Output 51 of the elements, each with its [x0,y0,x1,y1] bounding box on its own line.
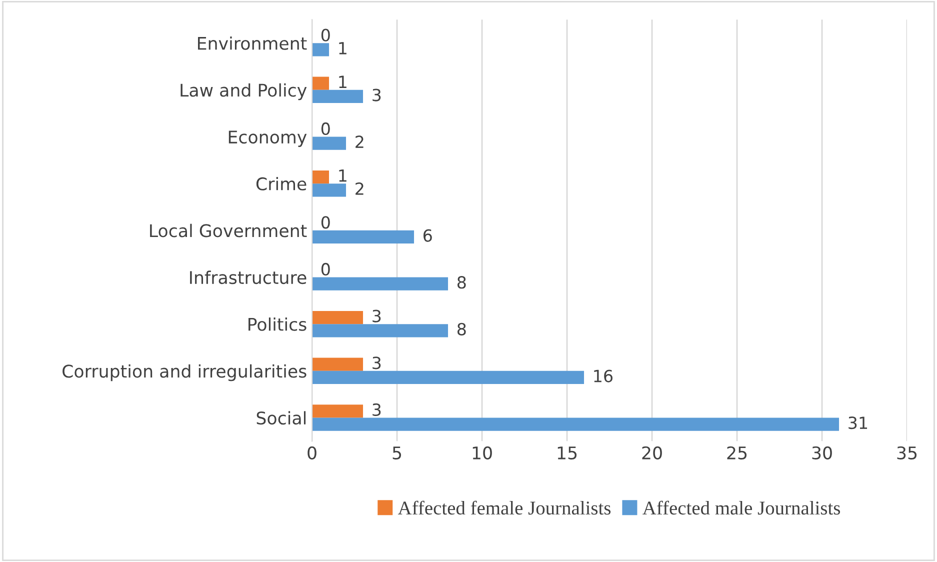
y-tick-label: Infrastructure [190,270,306,284]
y-tick-label: Crime [256,176,306,190]
data-label: 31 [848,416,868,430]
bar [312,277,448,290]
y-tick-label: Environment [198,36,307,50]
x-tick-label: 30 [812,446,832,460]
legend-label: Affected male Journalists [642,500,840,515]
data-label: 1 [339,169,346,182]
bar [312,370,584,384]
y-tick-label: Corruption and irregularities [62,364,306,382]
bar [312,358,364,371]
bar [312,230,414,244]
data-label: 2 [356,136,364,148]
data-label: 2 [356,182,364,195]
y-tick-label: Law and Policy [180,83,307,100]
x-tick-label: 15 [558,446,577,460]
bar [312,170,330,184]
y-tick-label: Politics [248,317,306,331]
bar [312,418,840,431]
data-label: 1 [339,42,346,54]
data-label: 6 [424,229,432,242]
bar [312,76,330,90]
legend-label: Affected female Journalists [398,500,611,515]
data-label: 3 [372,403,381,416]
x-tick-label: 0 [308,446,316,460]
data-label: 0 [321,216,330,229]
x-tick-label: 25 [727,446,747,460]
x-tick-label: 35 [897,446,917,460]
bar [312,90,364,104]
data-label: 0 [321,262,330,276]
data-label: 16 [594,370,613,382]
x-tick-label: 10 [472,446,492,460]
data-label: 0 [321,28,330,42]
y-tick-label: Social [256,411,306,425]
data-label: 0 [321,122,330,136]
data-label: 8 [457,276,466,289]
data-label: 1 [339,76,346,88]
bar [312,136,346,150]
y-tick-label: Local Government [150,224,307,238]
data-label: 8 [457,322,466,336]
y-tick-label: Economy [228,130,307,147]
bar [312,310,364,324]
bar [312,404,364,418]
x-tick-label: 5 [392,446,402,460]
bar [312,184,346,197]
bar [312,43,330,56]
data-label: 3 [372,356,381,370]
bar [312,324,448,338]
data-label: 3 [372,88,381,102]
x-tick-label: 20 [642,446,662,460]
data-label: 3 [372,310,381,322]
